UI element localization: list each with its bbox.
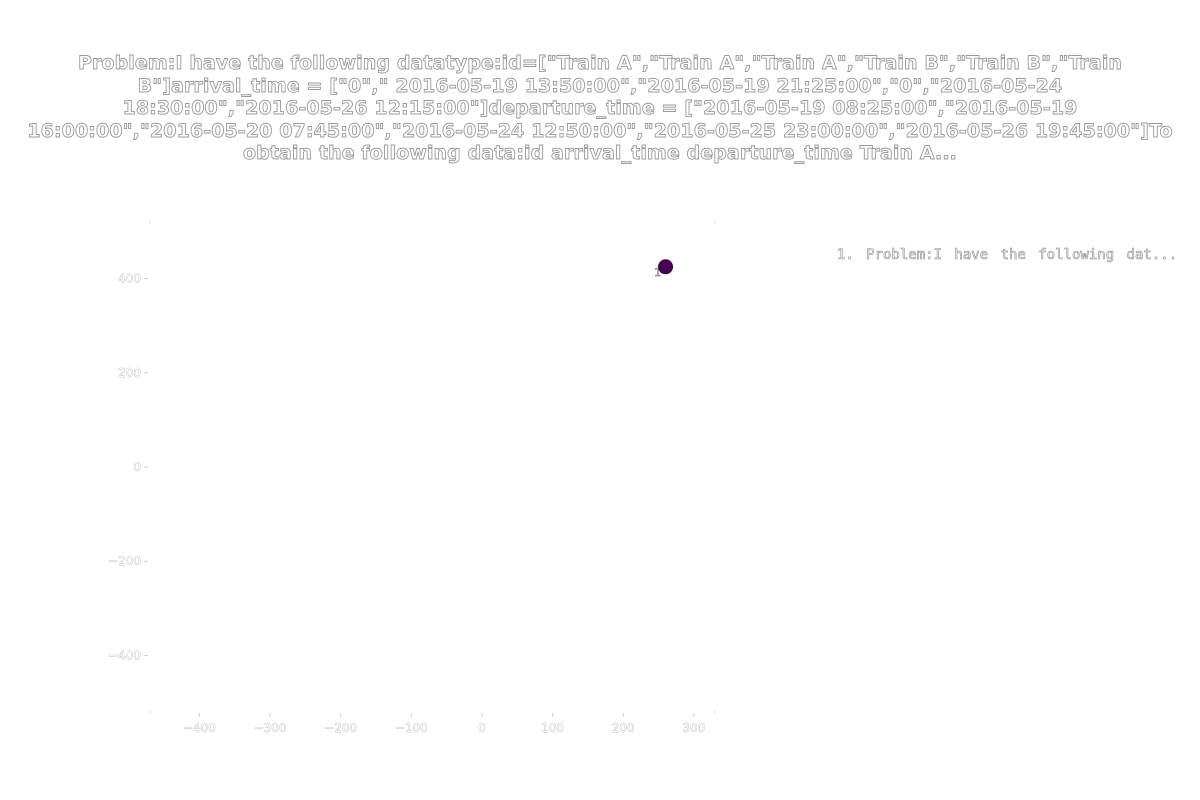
legend: 1. Problem:I have the following dat...	[812, 231, 1178, 264]
legend-entry: 1. Problem:I have the following dat...	[836, 247, 1178, 264]
x-tick-label: −100	[395, 721, 428, 735]
y-tick-label: 400	[118, 272, 141, 286]
y-tick-label: −400	[108, 648, 141, 662]
x-tick-label: −400	[183, 721, 216, 735]
data-points: 1	[654, 259, 674, 279]
chart-title: Problem:I have the following datatype:id…	[27, 52, 1173, 165]
axes: −400 −300 −200 −100 0 100 200 300 −400 −200 0 200 40…	[108, 220, 716, 735]
x-tick-label: 200	[612, 721, 635, 735]
x-tick-label: −200	[324, 721, 357, 735]
x-tick-label: −300	[254, 721, 287, 735]
y-tick-label: 200	[118, 366, 141, 380]
x-tick-label: 100	[541, 721, 564, 735]
x-tick-label: 0	[478, 721, 486, 735]
y-tick-label: 0	[133, 460, 141, 474]
data-point	[658, 259, 674, 275]
data-point-label: 1	[654, 266, 661, 279]
x-tick-label: 300	[682, 721, 705, 735]
y-tick-label: −200	[108, 554, 141, 568]
